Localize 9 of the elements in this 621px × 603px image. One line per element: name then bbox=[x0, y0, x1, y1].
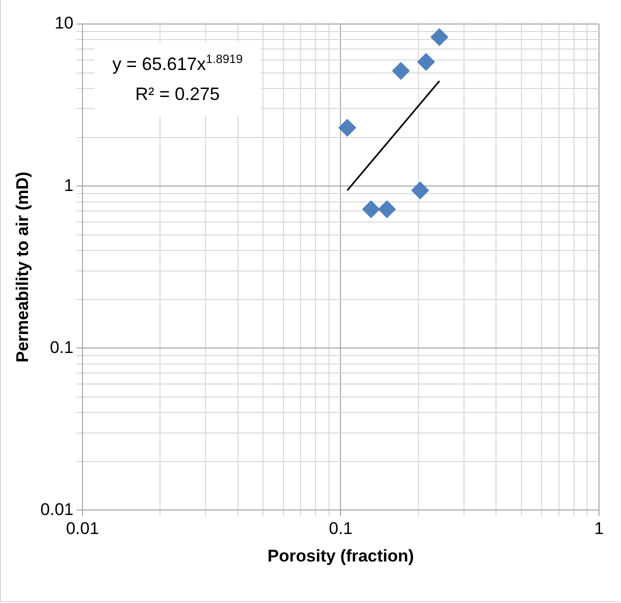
y-tick-label: 0.1 bbox=[50, 338, 74, 357]
y-tick-label: 10 bbox=[54, 14, 74, 33]
y-tick-label: 1 bbox=[64, 176, 74, 195]
x-axis-title: Porosity (fraction) bbox=[268, 546, 414, 566]
y-tick-label: 0.01 bbox=[40, 500, 74, 519]
x-tick-label: 0.1 bbox=[328, 519, 353, 538]
x-tick-label: 1 bbox=[594, 519, 604, 538]
y-axis-title: Permeability to air (mD) bbox=[12, 172, 32, 363]
annotation: R² = 0.275 bbox=[135, 84, 220, 104]
